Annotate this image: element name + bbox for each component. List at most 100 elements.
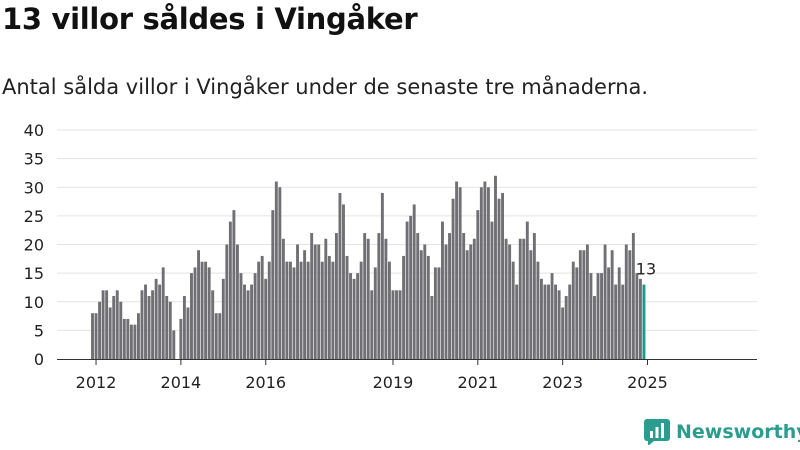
bar — [419, 250, 423, 359]
bar — [292, 267, 296, 359]
bar — [578, 250, 582, 359]
bar — [430, 296, 434, 359]
bar — [561, 307, 565, 359]
bar — [476, 210, 480, 359]
bar — [281, 238, 285, 359]
bar — [274, 181, 278, 359]
bar — [250, 284, 254, 359]
bar — [412, 204, 416, 359]
bar — [94, 313, 98, 359]
bar — [310, 233, 314, 359]
y-tick-label: 35 — [24, 150, 44, 169]
bar — [465, 250, 469, 359]
x-tick-label: 2012 — [76, 373, 117, 392]
bar — [483, 181, 487, 359]
bar — [186, 307, 190, 359]
bar — [271, 210, 275, 359]
bar — [218, 313, 222, 359]
bar — [317, 244, 321, 359]
bar — [225, 244, 229, 359]
y-tick-label: 30 — [24, 178, 44, 197]
bar — [607, 267, 611, 359]
x-tick-label: 2016 — [245, 373, 286, 392]
bar — [458, 187, 462, 359]
x-tick-label: 2014 — [161, 373, 202, 392]
highlight-data-label: 13 — [636, 260, 656, 279]
brand-name: Newsworthy — [676, 421, 800, 443]
bar — [345, 255, 349, 359]
newsworthy-logo-icon — [644, 419, 670, 445]
bar — [585, 244, 589, 359]
bar — [617, 267, 621, 359]
bar — [168, 301, 172, 359]
y-tick-label: 5 — [34, 321, 44, 340]
bar — [257, 261, 261, 359]
bar — [539, 278, 543, 359]
bar — [550, 273, 554, 359]
bar — [575, 267, 579, 359]
bar — [165, 296, 169, 359]
bar — [543, 284, 547, 359]
bar — [193, 267, 197, 359]
brand-logo[interactable]: Newsworthy — [644, 419, 800, 445]
bar — [190, 273, 193, 359]
bar — [232, 210, 236, 359]
bar — [239, 273, 243, 359]
bar — [334, 233, 338, 359]
bar — [370, 290, 374, 359]
bar — [462, 233, 466, 359]
bar — [342, 204, 345, 359]
bar — [129, 324, 133, 359]
bars — [91, 175, 646, 359]
x-tick-label: 2021 — [457, 373, 498, 392]
bar — [144, 284, 147, 359]
bar — [501, 192, 505, 359]
bar — [359, 261, 363, 359]
bar — [313, 244, 317, 359]
bar — [631, 233, 635, 359]
bar — [451, 198, 455, 359]
chart-subtitle: Antal sålda villor i Vingåker under de s… — [2, 75, 649, 99]
bar — [172, 330, 176, 359]
bar — [140, 290, 144, 359]
bar — [472, 238, 476, 359]
bar — [228, 221, 232, 359]
bar — [207, 267, 211, 359]
bar — [568, 284, 572, 359]
x-axis-ticks: 2012 2014 2016 2019 2021 2023 2025 — [76, 359, 668, 392]
bar — [137, 313, 140, 359]
bar — [441, 221, 444, 359]
bar — [515, 284, 519, 359]
bar — [243, 284, 246, 359]
bar — [200, 261, 204, 359]
bar — [635, 273, 639, 359]
bar — [589, 273, 593, 359]
y-tick-label: 10 — [24, 293, 44, 312]
bar — [504, 238, 508, 359]
bar — [349, 273, 353, 359]
bar — [402, 255, 406, 359]
bar — [253, 273, 257, 359]
bar — [182, 296, 186, 359]
bar — [494, 175, 497, 359]
bar — [356, 273, 360, 359]
bar — [582, 250, 586, 359]
bar — [221, 278, 225, 359]
bar — [426, 255, 430, 359]
bar — [628, 250, 632, 359]
bar — [91, 313, 94, 359]
bar — [324, 238, 328, 359]
y-tick-label: 25 — [24, 207, 44, 226]
bar — [416, 233, 420, 359]
bar — [621, 284, 625, 359]
bar — [380, 192, 384, 359]
bar — [133, 324, 137, 359]
bar — [211, 290, 215, 359]
bar — [497, 198, 501, 359]
bar — [614, 284, 618, 359]
x-tick-label: 2023 — [542, 373, 583, 392]
bar — [352, 278, 356, 359]
bar — [536, 261, 540, 359]
bar — [377, 233, 381, 359]
